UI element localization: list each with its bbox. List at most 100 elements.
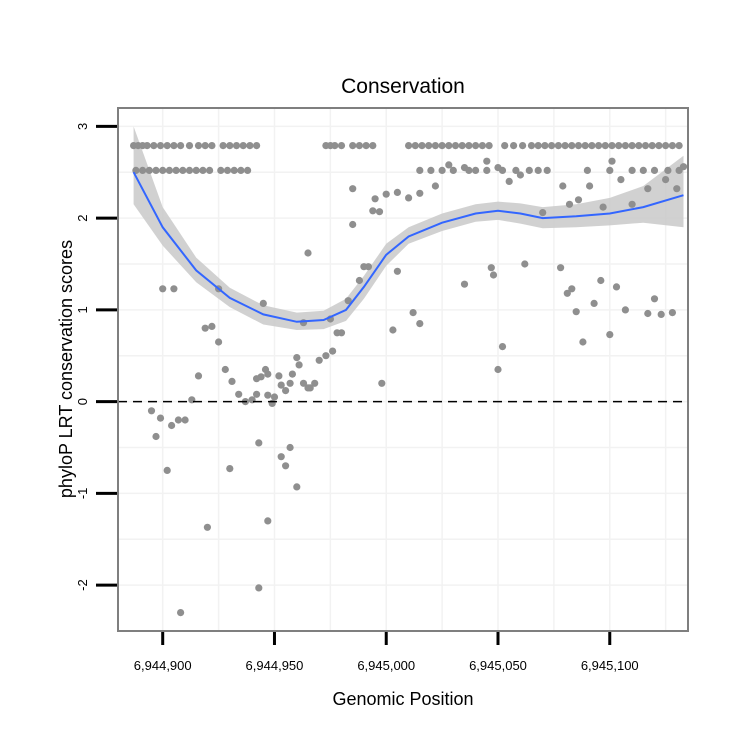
data-point [185,166,194,174]
data-point [275,372,283,380]
data-point [606,166,614,174]
data-point [192,166,200,174]
data-point [465,142,473,150]
data-point [226,142,234,150]
data-point [641,142,650,150]
data-point [203,523,211,531]
data-point [431,142,439,150]
y-tick-label: 2 [75,214,90,221]
data-point [445,142,453,150]
data-point [478,142,486,150]
data-point [534,166,542,174]
data-point [581,142,589,150]
data-point [657,310,665,318]
data-point [574,196,583,204]
data-point [411,142,419,150]
data-point [246,142,254,150]
data-point [389,326,397,334]
data-point [565,200,574,208]
data-point [621,142,630,150]
y-tick-label: 3 [75,123,90,130]
data-point [156,414,165,422]
data-point [255,439,263,447]
data-point [521,260,529,268]
data-point [393,267,401,275]
data-point [416,189,424,197]
data-point [199,166,207,174]
data-point [270,393,279,401]
data-point [664,166,672,174]
x-tick-label: 6,945,100 [581,658,639,673]
data-point [588,142,596,150]
data-point [299,379,308,387]
data-point [572,308,580,316]
data-point [425,142,433,150]
chart-title: Conservation [341,75,465,98]
data-point [230,166,238,174]
data-point [579,338,587,346]
data-point [253,375,261,383]
data-point [615,142,623,150]
data-point [208,322,216,330]
data-point [409,309,417,317]
data-point [405,194,413,202]
data-point [554,142,563,150]
data-point [344,297,352,305]
data-point [662,142,670,150]
x-tick-label: 6,944,900 [134,658,192,673]
data-point [163,142,171,150]
data-point [177,609,185,617]
data-point [286,443,294,452]
data-point [445,161,453,169]
data-point [489,271,498,279]
data-point [644,309,652,318]
data-point [548,142,556,150]
x-tick-label: 6,944,950 [246,658,304,673]
data-point [201,324,209,332]
data-point [152,166,160,174]
data-point [201,142,209,150]
data-point [215,338,223,346]
data-point [382,190,390,198]
data-point [648,142,656,150]
data-point [628,166,636,174]
data-point [163,466,171,474]
data-point [460,164,469,172]
y-tick-label: 1 [75,306,90,313]
data-point [675,142,683,150]
data-point [206,166,214,174]
data-point [512,166,520,174]
data-point [668,309,677,317]
y-tick-label: -2 [75,579,90,591]
data-point [559,182,567,190]
data-point [375,208,384,216]
data-point [172,166,180,174]
x-axis-title: Genomic Position [332,689,473,709]
data-point [259,299,267,307]
data-point [460,280,469,288]
data-point [483,157,491,165]
smooth-trend-line [132,171,684,323]
data-point [168,421,176,430]
data-point [608,157,616,165]
data-point [608,142,616,150]
data-point [293,354,301,362]
data-point [416,320,424,328]
data-point [226,465,234,473]
data-point [264,391,272,399]
data-point [668,142,677,150]
data-point [458,142,466,150]
data-point [505,177,513,185]
data-point [597,276,605,285]
plot-panel [118,108,688,631]
data-point [449,166,457,174]
x-tick-label: 6,945,050 [469,658,527,673]
data-point [170,285,178,293]
data-point [534,142,542,150]
data-point [208,142,216,150]
data-point [427,166,435,174]
data-point [635,142,643,150]
data-point [494,365,502,374]
data-point [501,142,509,150]
